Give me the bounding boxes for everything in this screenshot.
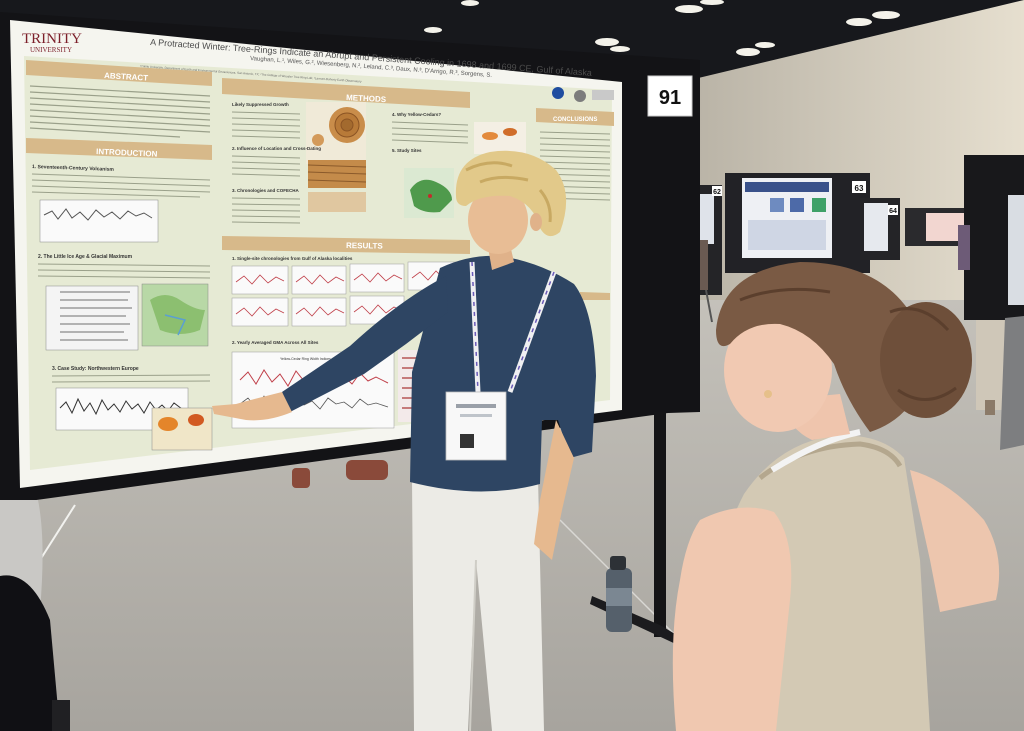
ceiling-lights — [424, 0, 900, 56]
poster-number-tag: 91 — [647, 75, 693, 117]
background-poster-board: 63 — [725, 173, 870, 273]
presenter-arm — [282, 276, 448, 412]
institution-logo — [552, 87, 564, 99]
subhead-yellow-cedars: 4. Why Yellow-Cedars? — [392, 112, 441, 117]
abstract-text — [29, 85, 211, 138]
subhead-suppressed-growth: Likely Suppressed Growth — [232, 102, 289, 107]
subhead-single-site: 1. Single-site chronologies from Gulf of… — [232, 256, 353, 261]
poster-image-cedars — [474, 122, 526, 154]
subhead-case-study: 3. Case Study: Northwestern Europe — [52, 366, 139, 372]
section-header-conclusions: CONCLUSIONS — [553, 117, 597, 123]
background-poster-number: 63 — [855, 184, 864, 193]
hidden-person-feet — [292, 460, 388, 488]
section-header-abstract: ABSTRACT — [104, 71, 149, 83]
subhead-volcanism: 1. Seventeenth-Century Volcanism — [32, 164, 115, 173]
presenter-pants — [412, 478, 544, 731]
section-header-results: RESULTS — [346, 241, 384, 251]
poster-map-temperature — [151, 407, 213, 451]
background-poster-number: 62 — [713, 189, 721, 196]
institution-logo — [574, 90, 586, 102]
water-bottle — [606, 556, 632, 632]
poster-number: 91 — [659, 87, 681, 109]
audience-lanyard — [770, 429, 861, 473]
section-header-introduction: INTRODUCTION — [96, 147, 158, 159]
subhead-cofecha: 3. Chronologies and COFECHA — [232, 188, 300, 193]
subhead-study-sites: 5. Study Sites — [392, 148, 422, 153]
poster-board-leg — [654, 412, 666, 637]
subhead-little-ice-age: 2. The Little Ice Age & Glacial Maximum — [38, 254, 133, 260]
audience-face — [724, 308, 832, 432]
chair-backpack — [0, 500, 70, 731]
poster-chart-glacial — [45, 285, 139, 351]
background-poster-number: 64 — [889, 208, 897, 215]
presenter-face — [468, 186, 528, 254]
audience-arm — [672, 507, 792, 731]
presenter-name-badge — [445, 391, 507, 461]
audience-member — [672, 262, 1000, 731]
presenter — [212, 150, 596, 731]
subhead-yearly-averaged: 2. Yearly Averaged GMA Across All Sites — [232, 340, 319, 345]
institution-logo — [592, 90, 614, 100]
chart-caption-ring-width: Yellow-Cedar Ring Width Indices, GOA — [280, 357, 341, 361]
university-logo: TRINITY — [22, 31, 82, 47]
section-header-methods: METHODS — [346, 93, 387, 104]
audience-hair — [716, 262, 926, 432]
poster-image-wood-sample — [308, 192, 366, 212]
subhead-crossdating: 2. Influence of Location and Cross-Datin… — [232, 146, 321, 151]
audience-hair-bun — [880, 302, 972, 418]
floor-line — [39, 504, 76, 561]
university-logo-sub: UNIVERSITY — [30, 46, 72, 54]
poster-chart-volcanism — [39, 199, 159, 243]
